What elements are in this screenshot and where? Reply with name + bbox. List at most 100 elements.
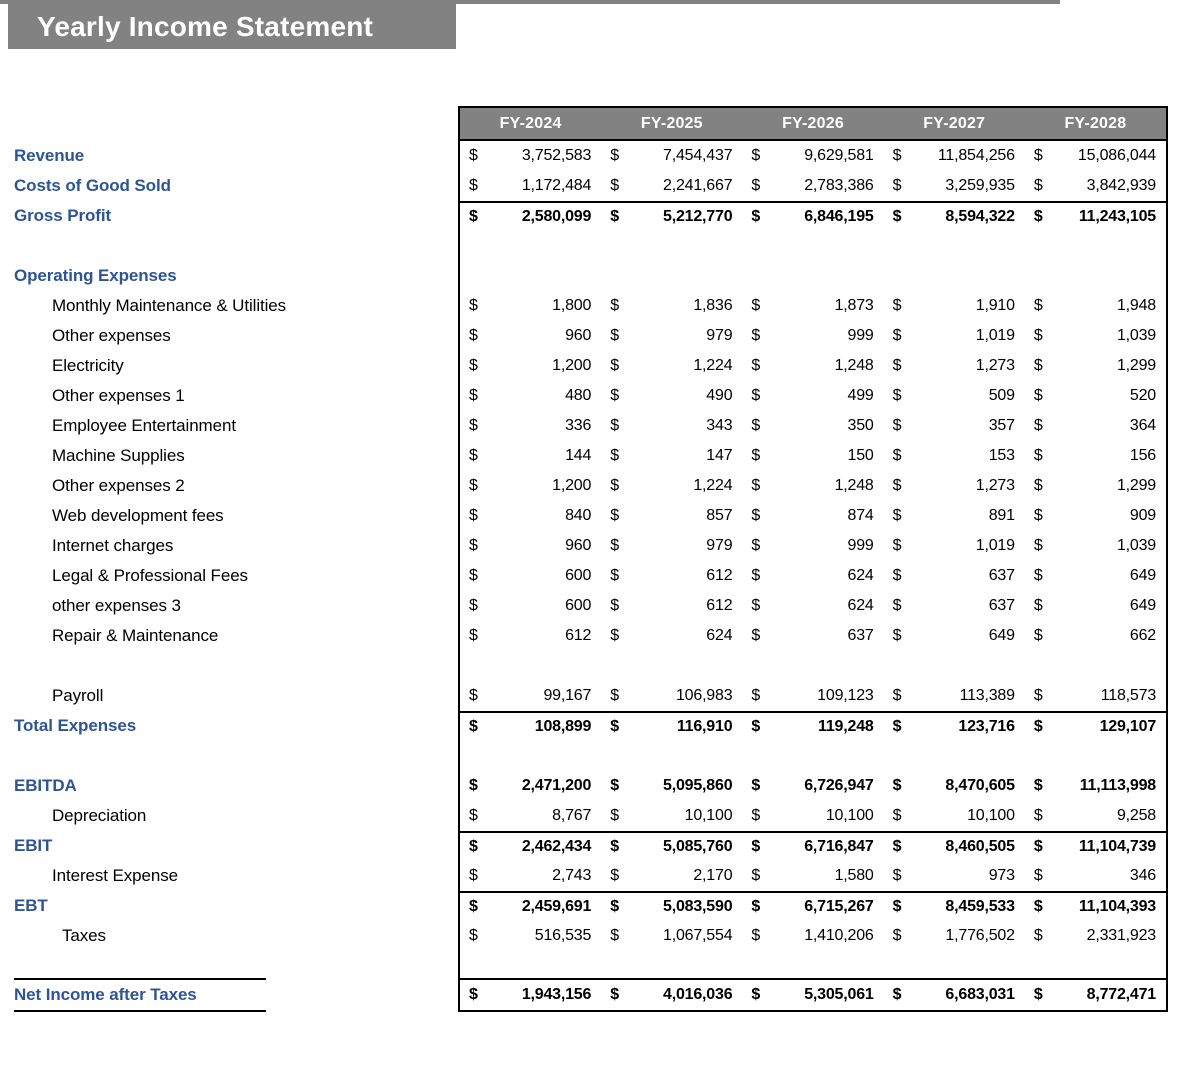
cell-value: 857 [706, 507, 732, 525]
value-cell: $108,899 [460, 713, 601, 741]
value-cell: $1,800 [460, 291, 601, 321]
value-cell: $2,471,200 [460, 771, 601, 801]
cell-value: 119,248 [818, 718, 874, 736]
value-cell: $364 [1025, 411, 1166, 441]
row-label-cell: Other expenses 1 [8, 381, 458, 411]
row-label: Electricity [52, 356, 124, 376]
cell-value: 499 [848, 387, 874, 405]
cell-value: 364 [1130, 417, 1156, 435]
row-label-cell: Internet charges [8, 531, 458, 561]
value-cell: $11,113,998 [1025, 771, 1166, 801]
row-label: Employee Entertainment [52, 416, 236, 436]
value-cell: $1,836 [601, 291, 742, 321]
cell-value: 357 [989, 417, 1015, 435]
table-row: Employee Entertainment$336$343$350$357$3… [8, 411, 1168, 441]
value-cell: $350 [742, 411, 883, 441]
currency-symbol: $ [751, 867, 760, 885]
row-values: $336$343$350 $357 $364 [458, 411, 1168, 441]
cell-value: 10,100 [967, 807, 1015, 825]
value-cell: $840 [460, 501, 601, 531]
cell-value: 2,331,923 [1087, 927, 1156, 945]
row-label: Gross Profit [14, 206, 111, 226]
value-cell: $6,715,267 [742, 893, 883, 921]
table-header-row: FY-2024FY-2025FY-2026FY-2027FY-2028 [8, 106, 1168, 141]
currency-symbol: $ [1034, 718, 1043, 736]
row-values: $1,200$1,224$1,248$1,273$1,299 [458, 351, 1168, 381]
currency-symbol: $ [1034, 177, 1043, 195]
value-cell: $123,716 [884, 713, 1025, 741]
row-label: Web development fees [52, 506, 224, 526]
currency-symbol: $ [893, 477, 902, 495]
spacer-label [8, 741, 458, 771]
spacer-row [8, 231, 1168, 261]
currency-symbol: $ [610, 327, 619, 345]
currency-symbol: $ [469, 147, 478, 165]
table-row: Internet charges$960$979$999$1,019$1,039 [8, 531, 1168, 561]
currency-symbol: $ [1034, 417, 1043, 435]
value-cell: $1,873 [742, 291, 883, 321]
currency-symbol: $ [893, 838, 902, 856]
value-cell: $600 [460, 591, 601, 621]
row-label-cell: Revenue [8, 141, 458, 171]
table-row: Taxes$516,535$1,067,554$1,410,206$1,776,… [8, 921, 1168, 951]
value-cell: $10,100 [884, 801, 1025, 831]
cell-value: 10,100 [685, 807, 733, 825]
cell-value: 1,019 [976, 327, 1015, 345]
cell-value: 11,104,739 [1079, 838, 1156, 856]
currency-symbol: $ [751, 838, 760, 856]
currency-symbol: $ [610, 477, 619, 495]
cell-value: 1,172,484 [522, 177, 591, 195]
cell-value: 1,800 [552, 297, 591, 315]
row-values: $2,462,434$5,085,760$6,716,847$8,460,505… [458, 831, 1168, 861]
table-row: Net Income after Taxes$1,943,156$4,016,0… [8, 978, 1168, 1012]
cell-value: 637 [989, 567, 1015, 585]
value-cell: $637 [742, 621, 883, 651]
cell-value: 9,629,581 [804, 147, 873, 165]
currency-symbol: $ [610, 718, 619, 736]
value-cell: $649 [1025, 591, 1166, 621]
currency-symbol: $ [1034, 838, 1043, 856]
value-cell: $1,200 [460, 351, 601, 381]
row-label: Depreciation [52, 806, 146, 826]
currency-symbol: $ [751, 537, 760, 555]
cell-value: 156 [1130, 447, 1156, 465]
currency-symbol: $ [893, 387, 902, 405]
value-cell: $6,726,947 [742, 771, 883, 801]
cell-value: 1,019 [976, 537, 1015, 555]
table-row: Operating Expenses [8, 261, 1168, 291]
value-cell: $336 [460, 411, 601, 441]
value-cell: $1,948 [1025, 291, 1166, 321]
currency-symbol: $ [610, 807, 619, 825]
value-cell: $1,172,484 [460, 171, 601, 201]
cell-value: 1,273 [976, 357, 1015, 375]
currency-symbol: $ [751, 297, 760, 315]
cell-value: 8,767 [552, 807, 591, 825]
value-cell: $874 [742, 501, 883, 531]
cell-value: 8,470,605 [945, 777, 1014, 795]
currency-symbol: $ [1034, 147, 1043, 165]
currency-symbol: $ [610, 387, 619, 405]
cell-value: 1,039 [1117, 327, 1156, 345]
cell-value: 960 [565, 537, 591, 555]
row-label-cell: Repair & Maintenance [8, 621, 458, 651]
currency-symbol: $ [893, 177, 902, 195]
row-label: Payroll [52, 686, 103, 706]
currency-symbol: $ [893, 597, 902, 615]
currency-symbol: $ [610, 507, 619, 525]
table-row: Depreciation$8,767$10,100$10,100$10,100$… [8, 801, 1168, 831]
currency-symbol: $ [469, 838, 478, 856]
value-cell: $600 [460, 561, 601, 591]
value-cell: $343 [601, 411, 742, 441]
value-cell: $509 [884, 381, 1025, 411]
value-cell: $2,170 [601, 861, 742, 891]
row-values: $2,471,200$5,095,860$6,726,947$8,470,605… [458, 771, 1168, 801]
value-cell: $11,104,739 [1025, 833, 1166, 861]
value-cell: $1,067,554 [601, 921, 742, 951]
currency-symbol: $ [610, 357, 619, 375]
cell-value: 649 [989, 627, 1015, 645]
cell-value: 600 [565, 567, 591, 585]
value-cell: $153 [884, 441, 1025, 471]
currency-symbol: $ [893, 777, 902, 795]
value-cell: $10,100 [601, 801, 742, 831]
value-cell: $119,248 [742, 713, 883, 741]
